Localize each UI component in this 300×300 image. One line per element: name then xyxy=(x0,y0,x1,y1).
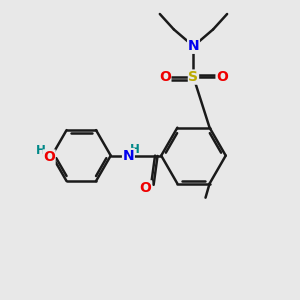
Text: O: O xyxy=(140,181,152,195)
Text: S: S xyxy=(188,70,199,84)
Text: O: O xyxy=(43,150,55,164)
Text: H: H xyxy=(36,144,46,157)
Text: O: O xyxy=(159,70,171,84)
Text: N: N xyxy=(188,39,199,53)
Text: O: O xyxy=(216,70,228,84)
Text: N: N xyxy=(123,148,134,163)
Text: H: H xyxy=(130,143,140,156)
